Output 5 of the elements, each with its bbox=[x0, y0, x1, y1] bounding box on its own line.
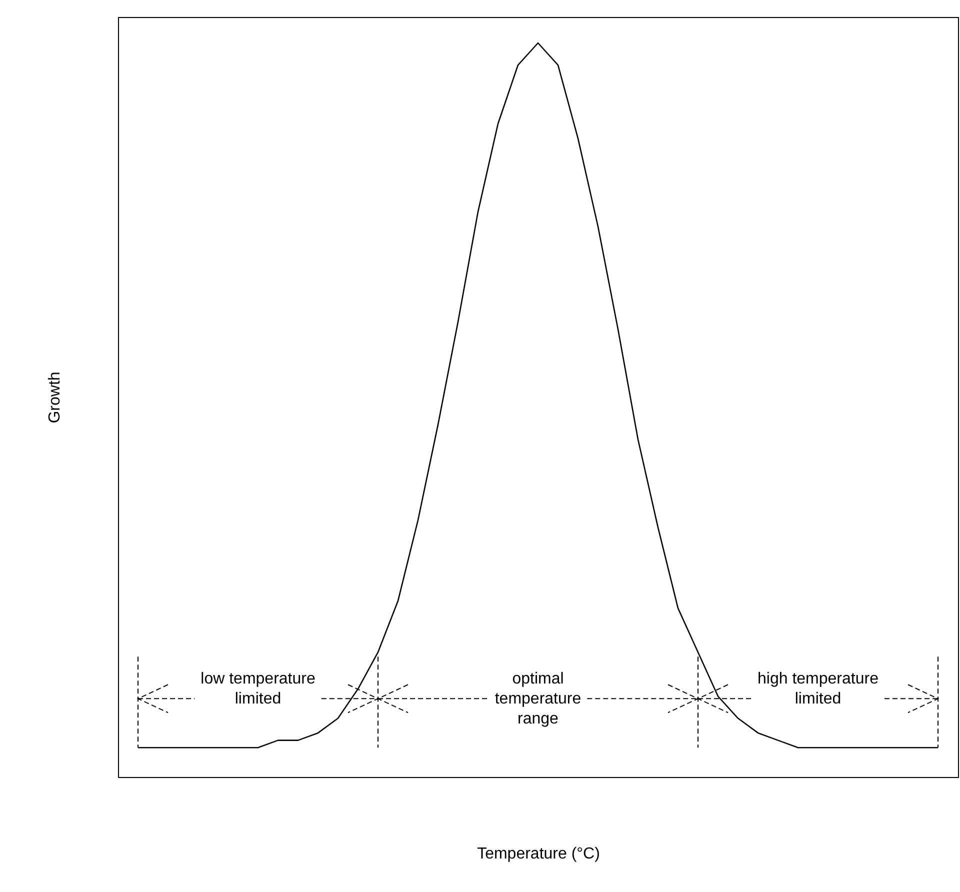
annotation: optimal temperature range bbox=[494, 670, 582, 728]
annotation: low temperature limited bbox=[200, 670, 316, 708]
y-axis-title: Growth bbox=[46, 372, 64, 424]
annotation: high temperature limited bbox=[758, 670, 879, 708]
x-axis-title: Temperature (°C) bbox=[477, 846, 600, 862]
